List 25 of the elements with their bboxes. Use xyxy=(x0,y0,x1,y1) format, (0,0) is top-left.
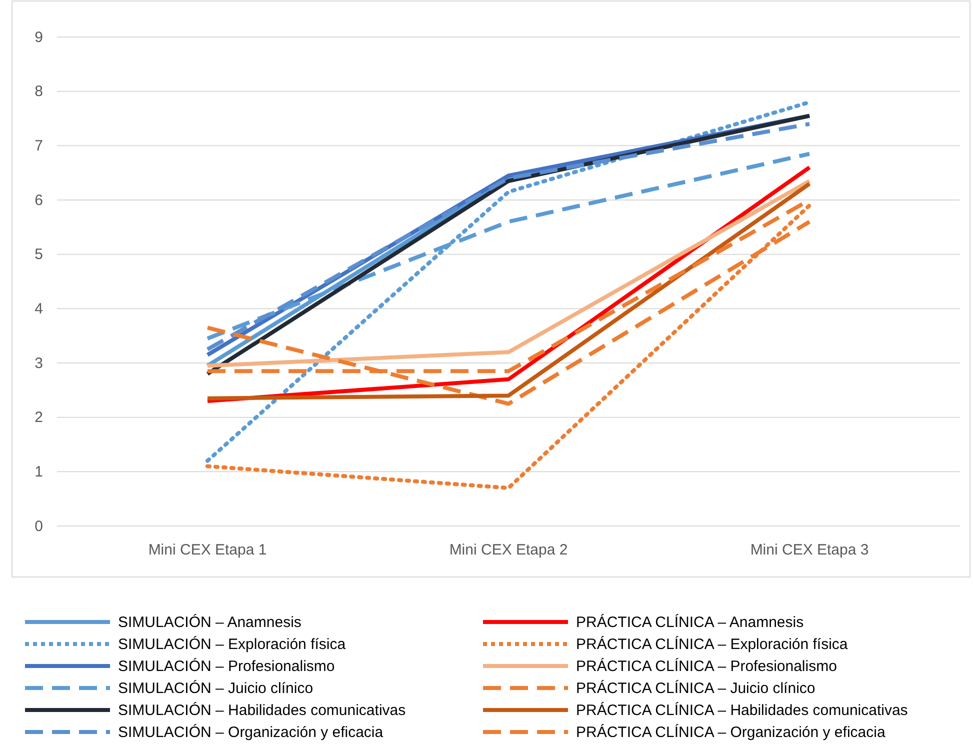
y-tick-label: 2 xyxy=(34,409,43,426)
legend-label: SIMULACIÓN – Anamnesis xyxy=(118,613,302,631)
y-tick-label: 7 xyxy=(34,137,43,154)
y-tick-label: 9 xyxy=(34,28,43,46)
x-tick-label: Mini CEX Etapa 1 xyxy=(148,542,267,559)
y-tick-label: 0 xyxy=(34,518,43,535)
x-tick-label: Mini CEX Etapa 2 xyxy=(449,542,568,559)
y-tick-label: 1 xyxy=(34,463,43,480)
legend-label: PRÁCTICA CLÍNICA – Habilidades comunicativas xyxy=(576,701,908,719)
legend-label: PRÁCTICA CLÍNICA – Anamnesis xyxy=(576,613,804,631)
x-tick-label: Mini CEX Etapa 3 xyxy=(750,542,869,559)
legend-label: SIMULACIÓN – Exploración física xyxy=(118,635,346,653)
legend-label: SIMULACIÓN – Habilidades comunicativas xyxy=(118,701,406,719)
legend-label: PRÁCTICA CLÍNICA – Profesionalismo xyxy=(576,657,837,675)
y-tick-label: 8 xyxy=(34,83,43,100)
y-tick-label: 4 xyxy=(34,300,43,318)
y-tick-label: 6 xyxy=(34,192,43,209)
y-tick-label: 3 xyxy=(34,354,43,372)
legend-label: PRÁCTICA CLÍNICA – Exploración física xyxy=(576,635,848,653)
legend-label: SIMULACIÓN – Organización y eficacia xyxy=(118,723,384,741)
legend-label: PRÁCTICA CLÍNICA – Organización y eficacia xyxy=(576,723,886,741)
legend-label: SIMULACIÓN – Juicio clínico xyxy=(118,679,314,697)
y-tick-label: 5 xyxy=(34,246,43,264)
legend-label: PRÁCTICA CLÍNICA – Juicio clínico xyxy=(576,679,816,697)
legend-label: SIMULACIÓN – Profesionalismo xyxy=(118,657,335,675)
